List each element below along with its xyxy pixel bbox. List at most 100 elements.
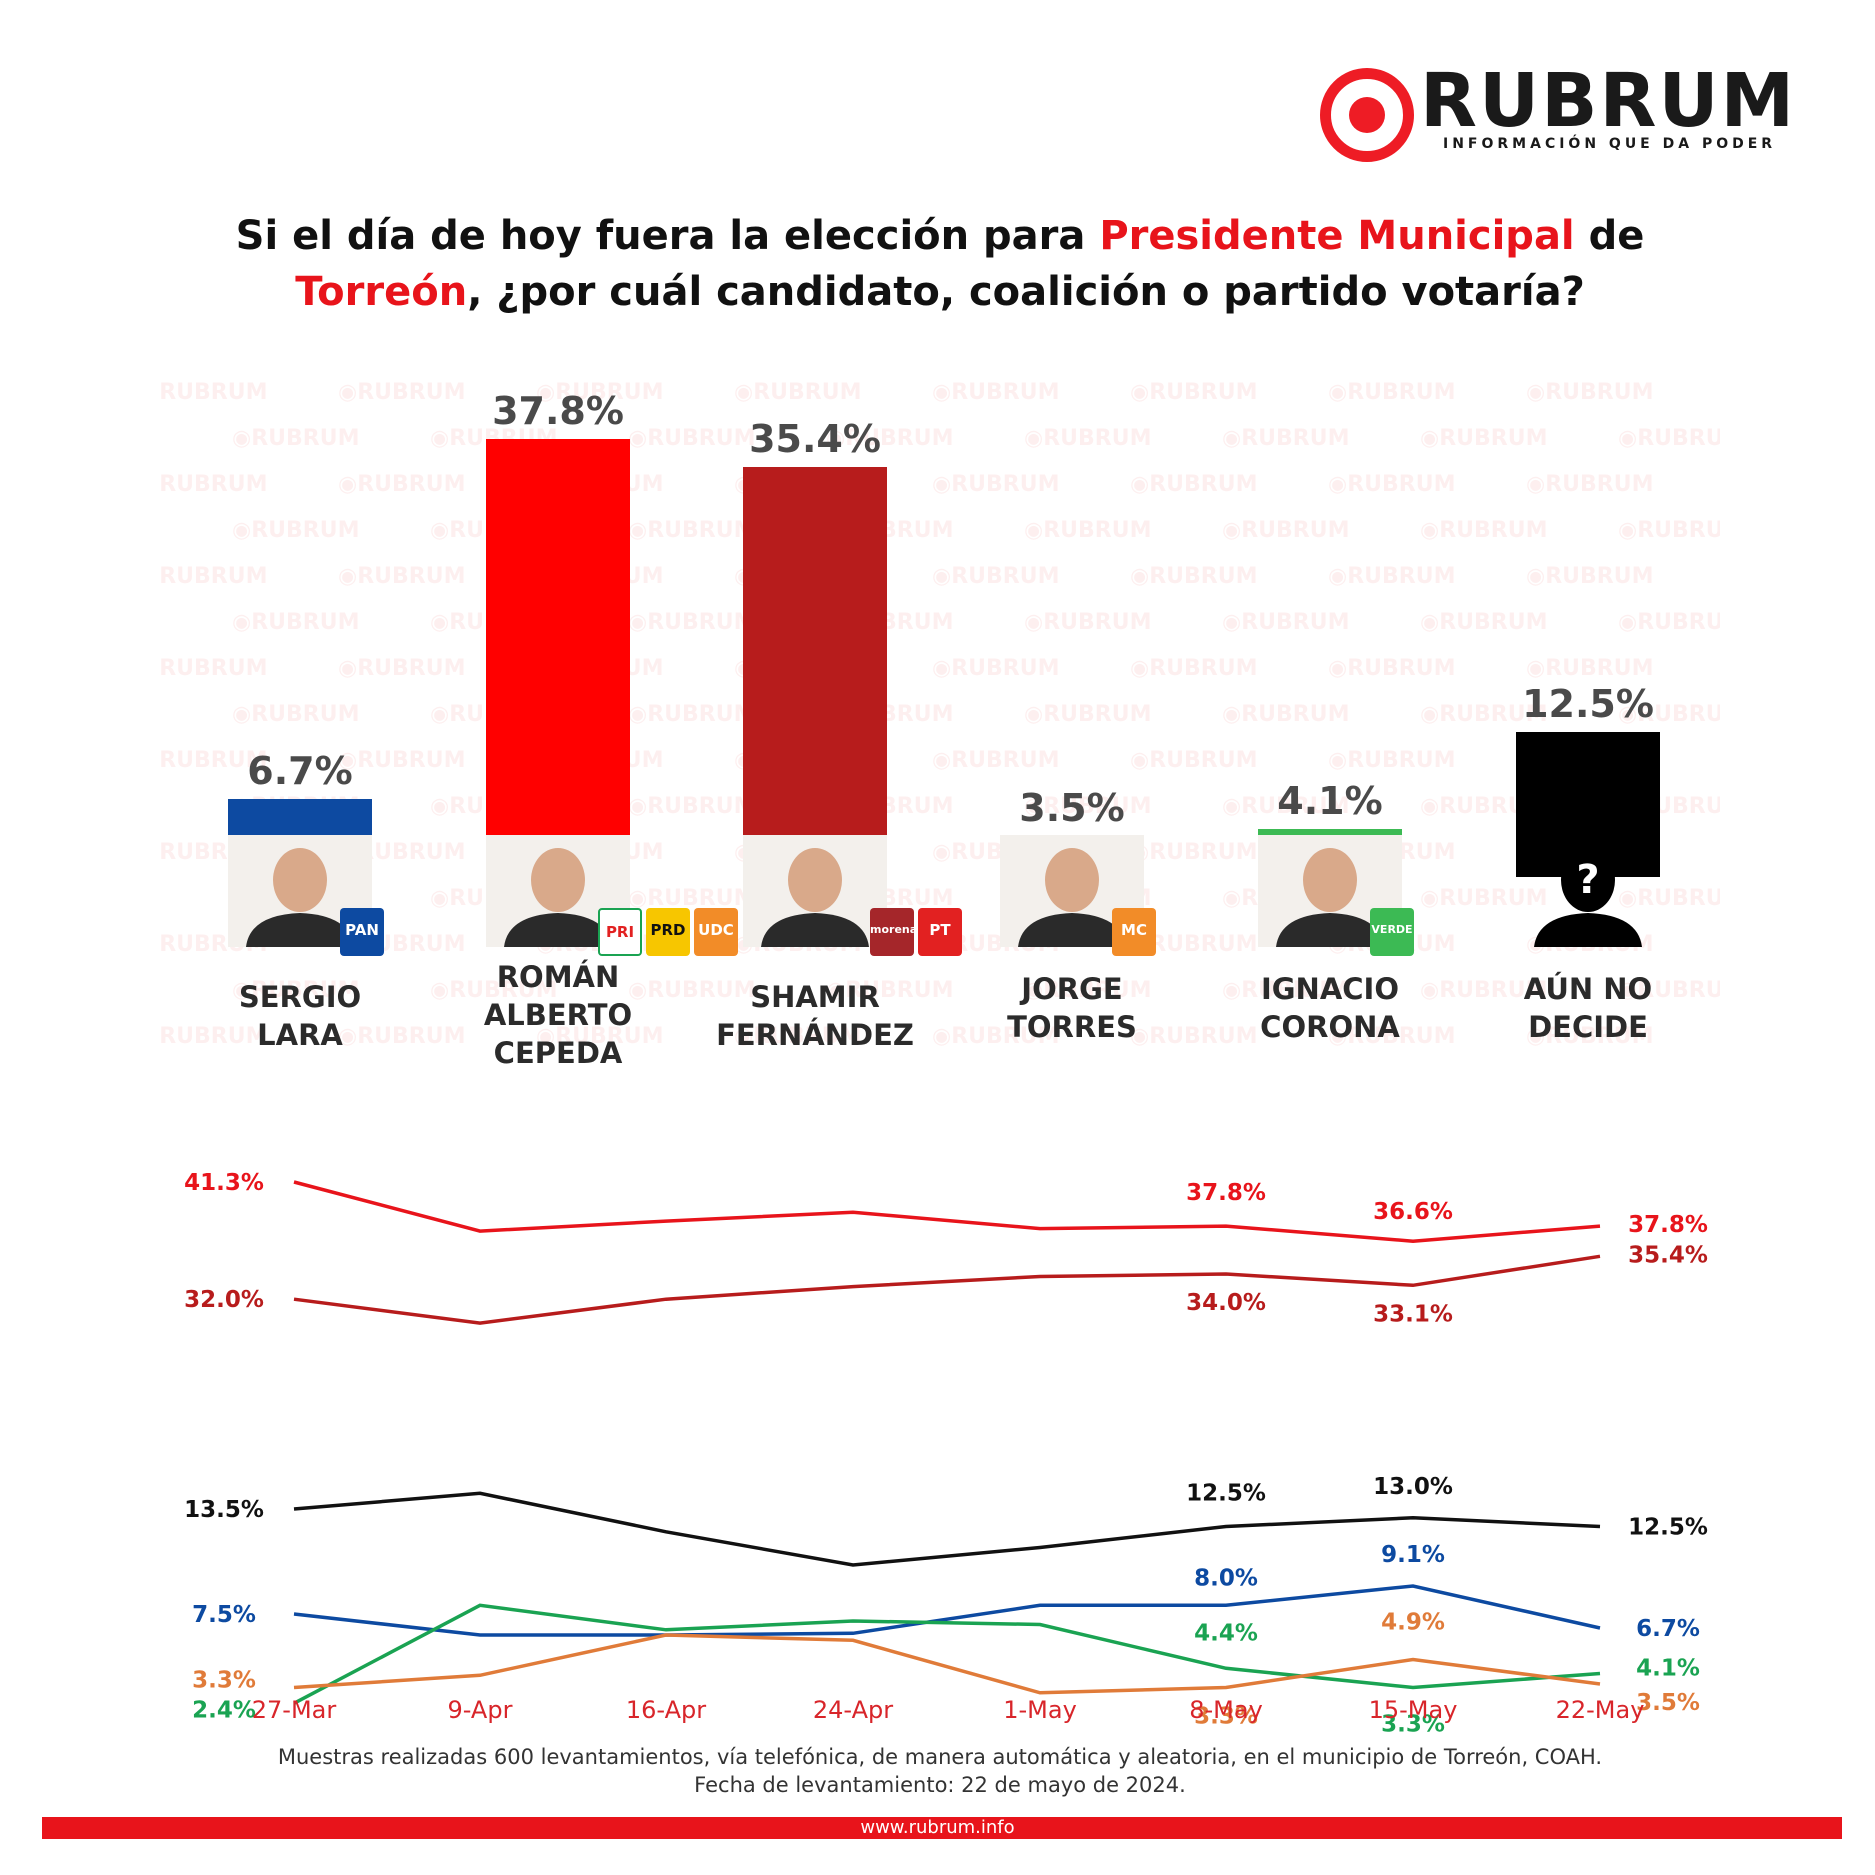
candidate-name-line: SHAMIR — [750, 980, 880, 1014]
watermark-text: ◉RUBRUM — [1024, 518, 1152, 543]
data-label-fernandez: 32.0% — [184, 1287, 264, 1313]
watermark-text: ◉RUBRUM — [1130, 380, 1258, 405]
watermark-text: ◉RUBRUM — [1526, 380, 1654, 405]
candidate-name-line: FERNÁNDEZ — [716, 1018, 914, 1052]
watermark-text: ◉RUBRUM — [160, 1024, 268, 1049]
watermark-text: ◉RUBRUM — [826, 426, 954, 451]
party-logo-morena-icon: morena — [870, 908, 917, 956]
watermark-text: ◉RUBRUM — [1328, 564, 1456, 589]
watermark-text: ◉RUBRUM — [338, 656, 466, 681]
watermark-text: ◉RUBRUM — [1420, 978, 1548, 1003]
watermark-text: ◉RUBRUM — [536, 1024, 664, 1049]
data-label-torres: 4.9% — [1381, 1610, 1445, 1636]
watermark-text: ◉RUBRUM — [338, 472, 466, 497]
x-tick-label: 1-May — [1003, 1696, 1077, 1724]
watermark-text: ◉RUBRUM — [628, 426, 756, 451]
watermark-text: ◉RUBRUM — [338, 564, 466, 589]
watermark-text: ◉RUBRUM — [1024, 426, 1152, 451]
x-tick-label: 24-Apr — [813, 1696, 893, 1724]
watermark-text: ◉RUBRUM — [338, 380, 466, 405]
series-line-cepeda — [293, 1180, 1601, 1243]
watermark-text: ◉RUBRUM — [160, 380, 268, 405]
chart-title: Si el día de hoy fuera la elección para … — [120, 208, 1760, 320]
watermark-text: ◉RUBRUM — [734, 380, 862, 405]
candidate-name-line: ROMÁN — [496, 960, 620, 994]
watermark-text: ◉RUBRUM — [1526, 564, 1654, 589]
candidate-name: SERGIO LARA — [185, 978, 415, 1054]
bar-value-label: 37.8% — [492, 389, 624, 433]
title-part-2: de — [1574, 213, 1645, 259]
watermark-text: ◉RUBRUM — [160, 472, 268, 497]
watermark-text: ◉RUBRUM — [1328, 1024, 1456, 1049]
watermark-text: ◉RUBRUM — [628, 794, 756, 819]
bar-value-label: 6.7% — [247, 749, 353, 794]
watermark-text: ◉RUBRUM — [1618, 610, 1720, 635]
candidate-name-line: AÚN NO — [1523, 972, 1653, 1006]
data-label-fernandez: 33.1% — [1373, 1301, 1453, 1327]
watermark-text: ◉RUBRUM — [1024, 978, 1152, 1003]
data-label-corona: 4.1% — [1636, 1656, 1700, 1682]
watermark-text: ◉RUBRUM — [1420, 518, 1548, 543]
title-part-3: , ¿por cuál candidato, coalición o parti… — [467, 269, 1585, 315]
data-label-corona: 4.4% — [1194, 1620, 1258, 1646]
candidate-name-line: CEPEDA — [493, 1036, 623, 1070]
watermark-text: ◉RUBRUM — [734, 1024, 862, 1049]
candidate-name-line: SERGIO — [238, 980, 362, 1014]
candidate-name-line: DECIDE — [1528, 1010, 1648, 1044]
series-line-undecided — [293, 1491, 1601, 1567]
watermark-text: ◉RUBRUM — [1130, 656, 1258, 681]
candidate-name: SHAMIR FERNÁNDEZ — [700, 978, 930, 1054]
bar-value-label: 4.1% — [1277, 779, 1383, 824]
x-tick-label: 27-Mar — [252, 1696, 337, 1724]
watermark-text: ◉RUBRUM — [1130, 472, 1258, 497]
data-label-lara: 6.7% — [1636, 1616, 1700, 1642]
watermark-text: ◉RUBRUM — [1526, 1024, 1654, 1049]
bar — [743, 466, 887, 877]
bar-value-label: 12.5% — [1522, 682, 1654, 727]
party-logo-prd-icon: PRD — [646, 908, 690, 956]
undecided-silhouette-icon: ? — [1516, 835, 1660, 947]
candidate-photo — [1000, 835, 1144, 947]
bar-chart: 6.7% 37.8% 35.4% 3.5% 4.1% 12.5% — [0, 0, 1875, 877]
watermark-text: ◉RUBRUM — [1618, 702, 1720, 727]
watermark-text: ◉RUBRUM — [1420, 610, 1548, 635]
watermark-text: ◉RUBRUM — [1024, 794, 1152, 819]
series-line-fernandez — [293, 1254, 1601, 1325]
logo-ring-icon — [1320, 68, 1414, 162]
watermark-text: ◉RUBRUM — [1328, 748, 1456, 773]
data-label-torres: 3.3% — [1194, 1704, 1258, 1730]
footer-url[interactable]: www.rubrum.info — [860, 1817, 1015, 1838]
watermark-text: ◉RUBRUM — [536, 380, 664, 405]
watermark-text: ◉RUBRUM — [628, 702, 756, 727]
watermark-text: ◉RUBRUM — [1130, 1024, 1258, 1049]
watermark-text: ◉RUBRUM — [1420, 702, 1548, 727]
watermark-text: ◉RUBRUM — [1222, 610, 1350, 635]
logo-tagline: INFORMACIÓN QUE DA PODER — [1443, 136, 1777, 152]
watermark-text: ◉RUBRUM — [1618, 518, 1720, 543]
title-highlight-city: Torreón — [295, 269, 468, 315]
title-highlight-office: Presidente Municipal — [1099, 213, 1575, 259]
candidate-photo — [743, 835, 887, 947]
data-label-cepeda: 41.3% — [184, 1170, 264, 1196]
watermark-text: ◉RUBRUM — [628, 610, 756, 635]
watermark-text: ◉RUBRUM — [232, 426, 360, 451]
footnote-methodology: Muestras realizadas 600 levantamientos, … — [277, 1745, 1603, 1769]
x-tick-label: 15-May — [1369, 1696, 1458, 1724]
party-logo-verde-icon: VERDE — [1370, 908, 1414, 956]
x-tick-label: 16-Apr — [626, 1696, 706, 1724]
x-tick-label: 9-Apr — [448, 1696, 513, 1724]
watermark-text: ◉RUBRUM — [826, 978, 954, 1003]
candidate-name-line: LARA — [257, 1018, 343, 1052]
party-logo-pri-icon: PRI — [598, 908, 642, 956]
watermark-text: ◉RUBRUM — [628, 886, 756, 911]
data-label-corona: 3.3% — [1381, 1712, 1445, 1738]
data-label-torres: 3.3% — [192, 1668, 256, 1694]
party-logo-pan-icon: PAN — [340, 908, 384, 956]
watermark-text: ◉RUBRUM — [1130, 564, 1258, 589]
candidate-name: IGNACIO CORONA — [1215, 970, 1445, 1046]
watermark-text: ◉RUBRUM — [1328, 380, 1456, 405]
bar-value-label: 3.5% — [1019, 786, 1125, 831]
watermark-text: ◉RUBRUM — [1328, 472, 1456, 497]
data-label-fernandez: 35.4% — [1628, 1242, 1708, 1268]
watermark-text: ◉RUBRUM — [1130, 840, 1258, 865]
